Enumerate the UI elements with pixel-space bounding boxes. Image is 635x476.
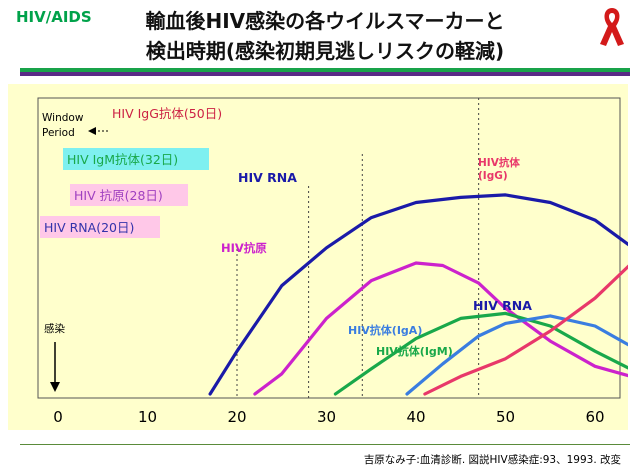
x-tick-label: 60 (585, 408, 604, 426)
curve-label-iga: HIV抗体(IgA) (348, 323, 422, 337)
x-tick-label: 50 (496, 408, 515, 426)
infection-arrow-head (50, 382, 60, 392)
window-label-box (40, 216, 160, 238)
title-rule-purple (20, 72, 630, 76)
chart: HIV IgG抗体(50日) HIV IgM抗体(32日) HIV 抗原(28日) H… (37, 97, 635, 426)
curve-label-igg: (IgG) (478, 170, 508, 182)
infection-label: 感染 (44, 322, 65, 335)
window-period-label-1: Window (42, 112, 84, 124)
window-label-box (63, 148, 209, 170)
x-tick-label: 40 (406, 408, 425, 426)
series-line-igm (333, 311, 635, 396)
window-label-box (70, 184, 188, 206)
title-line-1: 輸血後HIV感染の各ウイルスマーカーと (145, 9, 505, 33)
window-label-antigen: HIV 抗原(28日) (74, 188, 163, 203)
footer-rule (20, 444, 630, 445)
series-line-antigen (253, 261, 635, 396)
red-ribbon-icon (600, 8, 624, 46)
slide-title: 輸血後HIV感染の各ウイルスマーカーと 検出時期(感染初期見逃しリスクの軽減) (90, 6, 560, 66)
series-line-igg (423, 257, 635, 396)
series-line-rna (208, 193, 635, 396)
x-tick-label: 0 (53, 408, 63, 426)
series-line-iga (405, 314, 635, 396)
curve-label-antigen: HIV抗原 (221, 241, 267, 255)
title-line-2: 検出時期(感染初期見逃しリスクの軽減) (145, 39, 505, 63)
section-tag: HIV/AIDS (16, 8, 92, 26)
x-tick-label: 20 (227, 408, 246, 426)
curve-label-igg: HIV抗体 (478, 156, 520, 169)
plot-frame (37, 97, 621, 399)
curve-label-rna: HIV RNA (238, 170, 297, 185)
source-citation: 吉原なみ子:血清診断. 図説HIV感染症:93、1993. 改変 (363, 454, 621, 466)
x-tick-label: 10 (138, 408, 157, 426)
window-label-igm: HIV IgM抗体(32日) (67, 152, 178, 167)
curve-label-rna: HIV RNA (473, 298, 532, 313)
x-tick-label: 30 (317, 408, 336, 426)
curve-label-igm: HIV抗体(IgM) (376, 344, 453, 358)
title-rule-green (20, 68, 630, 72)
window-label-rna: HIV RNA(20日) (44, 220, 134, 235)
chart-panel: HIV IgG抗体(50日) HIV IgM抗体(32日) HIV 抗原(28日) H… (8, 84, 635, 430)
window-period-arrow-head (88, 127, 96, 135)
window-period-label-2: Period (42, 127, 75, 139)
window-label-igg: HIV IgG抗体(50日) (112, 106, 222, 121)
